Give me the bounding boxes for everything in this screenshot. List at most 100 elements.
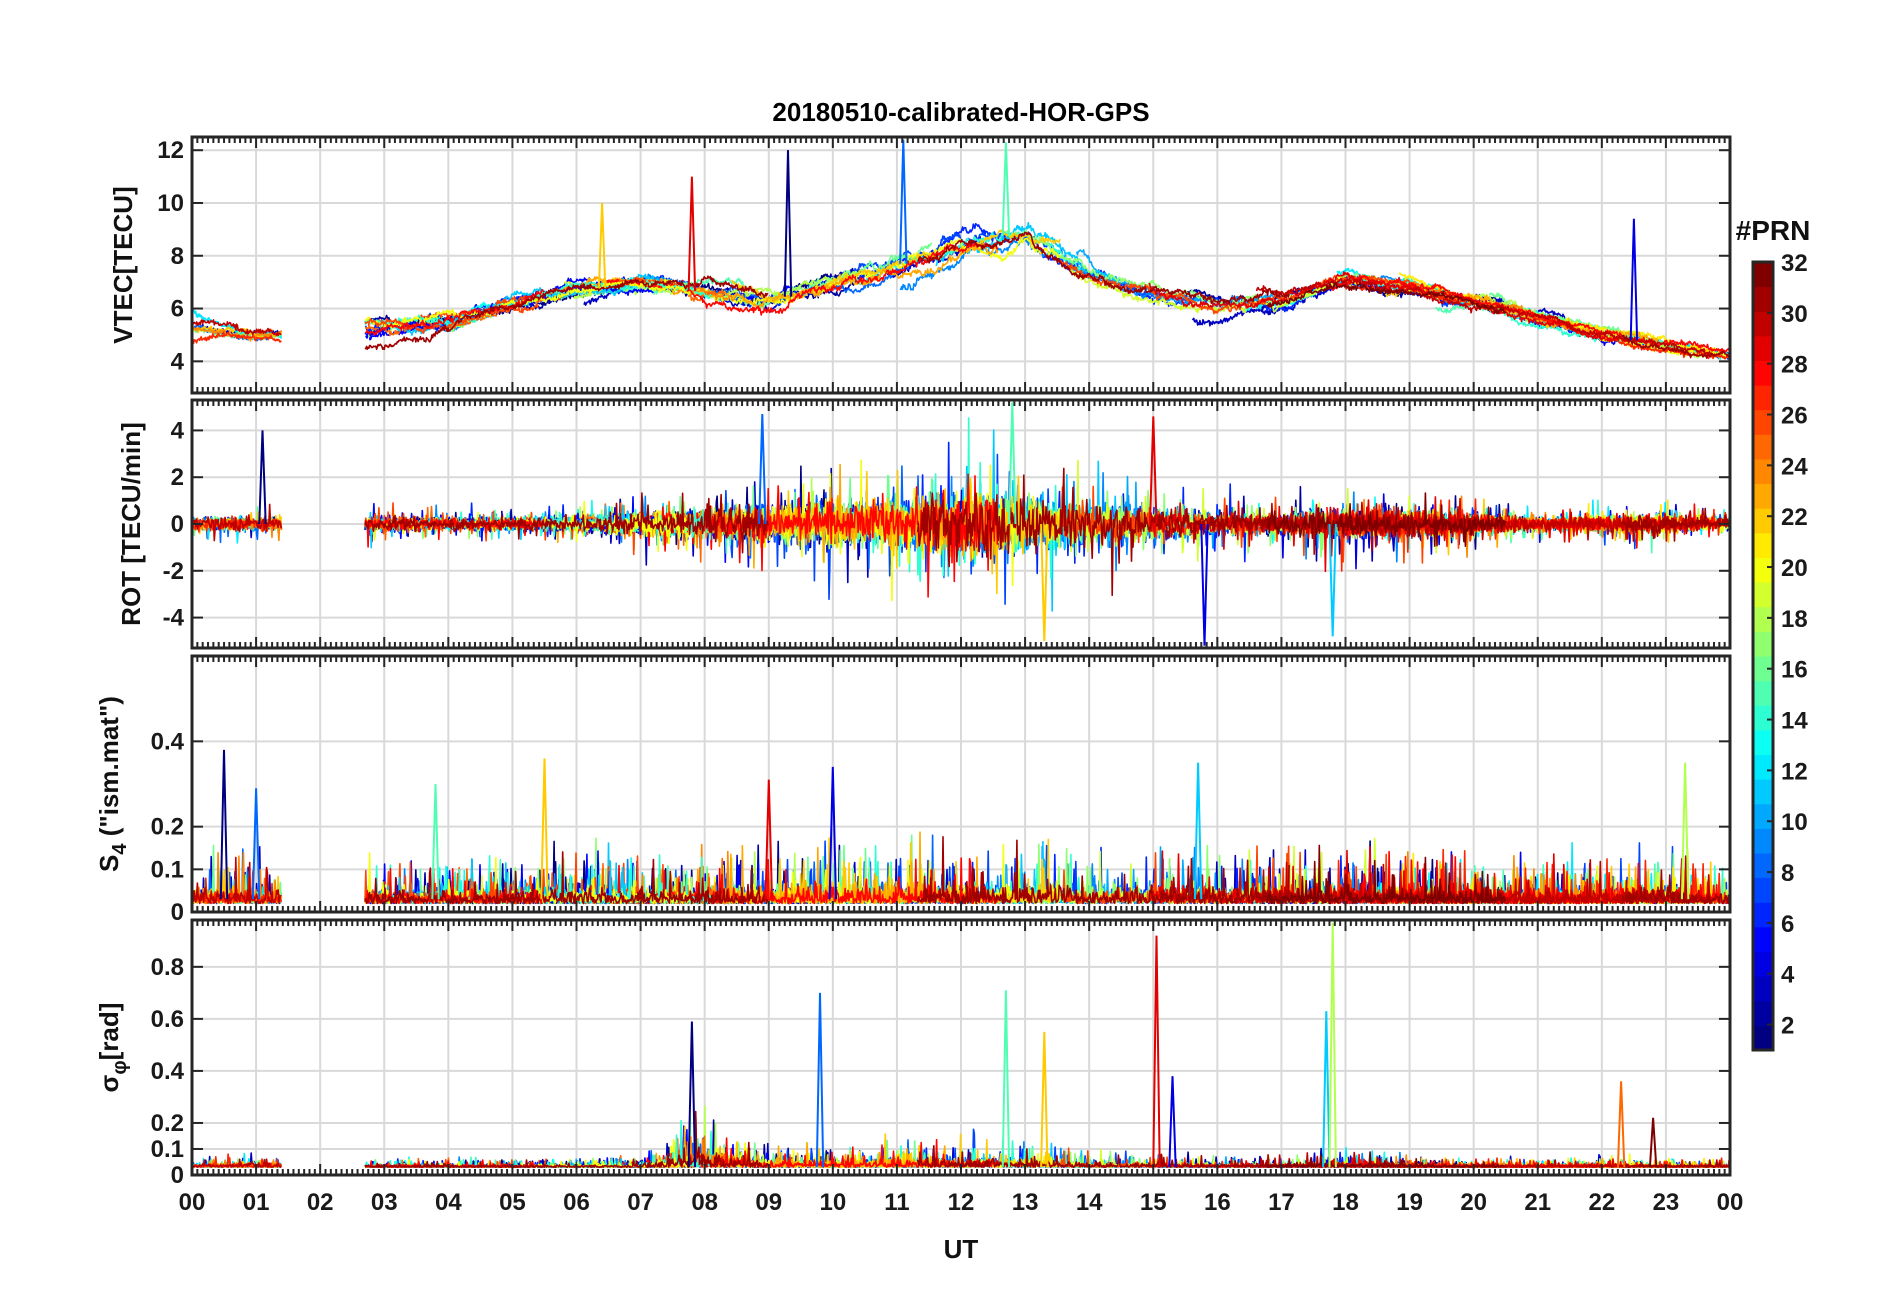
peak-mark: [758, 413, 767, 525]
peak-mark: [1616, 1081, 1626, 1168]
peak-mark: [431, 783, 440, 900]
colorbar-tick-label: 22: [1781, 504, 1808, 531]
x-tick-label: 11: [884, 1189, 909, 1216]
peak-mark: [1322, 1011, 1331, 1168]
series-line-prn-31: [364, 275, 769, 351]
series-line-prn-32: [1266, 1151, 1506, 1168]
y-axis-label-vtec: VTEC[TECU]: [108, 186, 138, 343]
colorbar-bin: [1753, 385, 1773, 411]
y-tick-label-vtec: 12: [157, 137, 184, 164]
series-line-prn-24: [192, 324, 282, 342]
peak-mark: [1152, 935, 1161, 1168]
peak-mark: [783, 150, 793, 297]
x-tick-label: 03: [371, 1189, 398, 1216]
colorbar-tick-label: 18: [1781, 606, 1808, 633]
y-tick-label-rot: -4: [163, 605, 185, 632]
series-line-prn-31: [364, 851, 769, 905]
y-axis-label-rot: ROT [TECU/min]: [116, 422, 146, 626]
series-line-prn-32: [1266, 492, 1507, 547]
colorbar-tick-label: 4: [1781, 962, 1795, 989]
series-line-prn-27: [192, 331, 282, 345]
y-tick-label-sigma_phi: 0.8: [151, 954, 184, 981]
series-line-prn-11: [935, 429, 1122, 612]
colorbar-frame: [1751, 260, 1775, 1052]
minor-ticks-s4: [191, 656, 1731, 912]
series-line-prn-31: [1621, 869, 1730, 905]
colorbar-tick-label: 10: [1781, 809, 1808, 836]
peak-mark: [1168, 1076, 1177, 1168]
y-tick-label-sigma_phi: 0.4: [151, 1058, 185, 1085]
colorbar-tick-label: 14: [1781, 708, 1808, 735]
x-tick-label: 07: [627, 1189, 654, 1216]
colorbar-bin: [1753, 262, 1773, 288]
colorbar-bin: [1753, 1025, 1773, 1051]
colorbar-bin: [1753, 508, 1773, 534]
x-tick-label: 22: [1588, 1189, 1615, 1216]
peak-mark: [1040, 523, 1049, 642]
series-line-prn-31: [1621, 334, 1730, 359]
y-tick-label-vtec: 8: [171, 243, 184, 270]
colorbar-tick-label: 6: [1781, 911, 1794, 938]
y-axis-label-sub: 4: [109, 843, 131, 855]
colorbar-bin: [1753, 483, 1773, 509]
panel-vtec: 4 6 8 10 12 VTEC[TECU]: [108, 135, 1732, 395]
peak-mark: [1328, 523, 1337, 637]
peak-mark: [828, 766, 837, 900]
colorbar-bin: [1753, 311, 1773, 337]
x-tick-label: 13: [1012, 1189, 1039, 1216]
y-tick-label-vtec: 6: [171, 296, 184, 323]
colorbar-bin: [1753, 459, 1773, 485]
series-line-prn-31: [1621, 1159, 1730, 1168]
peak-mark: [540, 758, 549, 900]
peak-mark: [687, 176, 697, 292]
panel-rot: -4 -2 0 2 4 ROT [TECU/min]: [116, 398, 1732, 650]
series-sigma_phi: [192, 922, 1730, 1168]
series-line-prn-22: [730, 227, 1061, 303]
y-tick-label-vtec: 10: [157, 190, 184, 217]
series-line-prn-30: [192, 1158, 282, 1168]
panel-s4: 0 0.1 0.2 0.4 S4 ("ism.mat"): [94, 654, 1732, 926]
peak-mark: [1648, 1117, 1658, 1168]
peak-mark: [1193, 762, 1203, 900]
colorbar-title: #PRN: [1736, 215, 1811, 246]
x-tick-label: 05: [499, 1189, 526, 1216]
colorbar-tick-label: 32: [1781, 250, 1808, 277]
series-line-prn-31: [364, 492, 769, 554]
y-tick-label-sigma_phi: 0.6: [151, 1006, 184, 1033]
y-tick-label-s4: 0.1: [151, 856, 184, 883]
colorbar-bin: [1753, 902, 1773, 928]
colorbar-bin: [1753, 335, 1773, 361]
series-line-prn-32: [1266, 844, 1507, 905]
colorbar-tick-label: 26: [1781, 403, 1808, 430]
series-vtec: [192, 139, 1730, 361]
x-tick-label: 12: [948, 1189, 975, 1216]
minor-ticks-rot: [191, 400, 1731, 648]
x-tick-label: 21: [1524, 1189, 1551, 1216]
peak-mark: [687, 1021, 697, 1168]
colorbar-bin: [1753, 877, 1773, 903]
y-axis-label-sigma_phi: σφ[rad]: [94, 1003, 131, 1093]
peak-mark: [815, 992, 825, 1168]
colorbar-bin: [1753, 951, 1773, 977]
x-tick-label: 08: [691, 1189, 718, 1216]
colorbar-bin: [1753, 434, 1773, 460]
colorbar-bin: [1753, 656, 1773, 682]
y-tick-label-rot: 4: [171, 417, 185, 444]
colorbar-bin: [1753, 532, 1773, 558]
colorbar-bin: [1753, 976, 1773, 1002]
peak-mark: [1149, 416, 1158, 525]
series-line-prn-31: [916, 1145, 1290, 1168]
y-tick-label-sigma_phi: 0.1: [151, 1136, 184, 1163]
series-line-prn-31: [917, 231, 1290, 305]
series-line-prn-31: [916, 836, 1290, 905]
series-line-prn-32: [1266, 281, 1507, 315]
x-tick-label: 02: [307, 1189, 334, 1216]
colorbar-bin: [1753, 853, 1773, 879]
x-tick-label: 00: [179, 1189, 206, 1216]
colorbar-tick-label: 28: [1781, 352, 1808, 379]
x-tick-label: 00: [1717, 1189, 1744, 1216]
series-line-prn-30: [192, 503, 282, 542]
x-tick-label: 17: [1268, 1189, 1295, 1216]
